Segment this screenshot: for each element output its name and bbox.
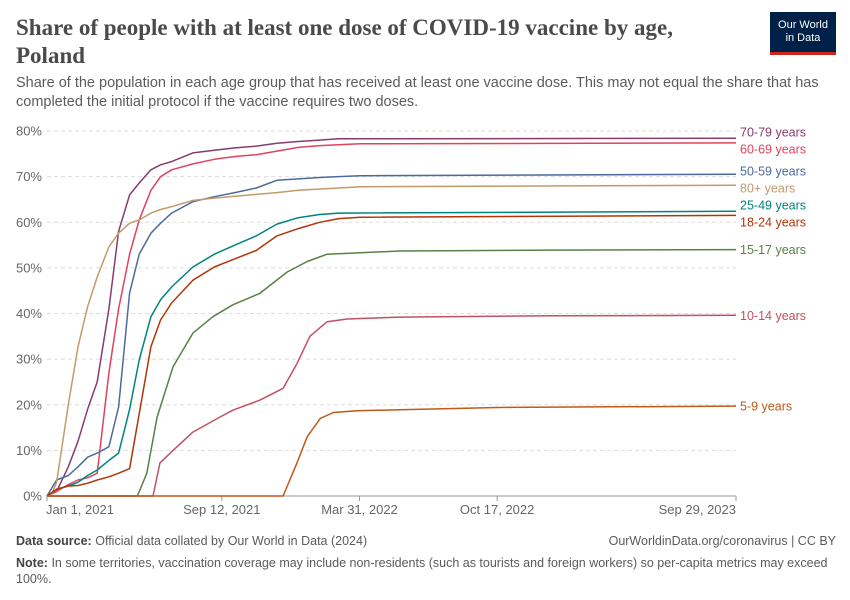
- series-line-10-14-years[interactable]: [47, 314, 737, 497]
- series-line-18-24-years[interactable]: [46, 214, 737, 497]
- x-tick-label: Sep 12, 2021: [183, 502, 260, 517]
- chart-subtitle: Share of the population in each age grou…: [16, 75, 819, 110]
- y-tick-label: 70%: [16, 169, 42, 184]
- x-tick-label: Sep 29, 2023: [659, 502, 736, 517]
- footer: Data source: Official data collated by O…: [16, 533, 836, 587]
- x-tick-label: Oct 17, 2022: [460, 502, 534, 517]
- series-label[interactable]: 50-59 years: [740, 165, 806, 179]
- y-tick-label: 40%: [16, 306, 42, 321]
- logo-line-1: Our World: [778, 19, 828, 31]
- y-tick-label: 20%: [16, 397, 42, 412]
- series-label[interactable]: 10-14 years: [740, 309, 806, 323]
- owid-logo[interactable]: Our World in Data: [770, 12, 836, 55]
- series-label[interactable]: 70-79 years: [740, 126, 806, 140]
- series-labels: 70-79 years 60-69 years 50-59 years 80+ yea…: [740, 126, 806, 414]
- series-line-50-59-years[interactable]: [46, 173, 737, 497]
- y-tick-label: 30%: [16, 352, 42, 367]
- series-line-15-17-years[interactable]: [47, 248, 737, 497]
- x-tick-label: Jan 1, 2021: [46, 502, 114, 517]
- series-label[interactable]: 60-69 years: [740, 143, 806, 157]
- series-label[interactable]: 18-24 years: [740, 216, 806, 230]
- series-label[interactable]: 80+ years: [740, 182, 795, 196]
- chart-note: Note: In some territories, vaccination c…: [16, 556, 828, 586]
- series-label[interactable]: 5-9 years: [740, 400, 792, 414]
- series-lines: [46, 137, 737, 497]
- logo-line-2: in Data: [785, 32, 821, 44]
- gridlines: [47, 130, 736, 451]
- series-line-25-49-years[interactable]: [46, 210, 737, 497]
- chart-title: Share of people with at least one dose o…: [16, 15, 673, 68]
- y-tick-label: 10%: [16, 443, 42, 458]
- series-line-70-79-years[interactable]: [46, 137, 737, 497]
- y-tick-label: 60%: [16, 215, 42, 230]
- series-line-80-years[interactable]: [46, 184, 737, 497]
- series-label[interactable]: 25-49 years: [740, 199, 806, 213]
- series-label[interactable]: 15-17 years: [740, 243, 806, 257]
- y-tick-label: 0%: [23, 489, 42, 504]
- y-axis-ticks: 0% 10% 20% 30% 40% 50% 60% 70% 80%: [16, 124, 42, 504]
- source-url-license[interactable]: OurWorldinData.org/coronavirus | CC BY: [608, 534, 836, 548]
- data-source: Data source: Official data collated by O…: [16, 534, 368, 548]
- x-axis: Jan 1, 2021 Sep 12, 2021 Mar 31, 2022 Oct 1…: [46, 495, 737, 517]
- y-tick-label: 50%: [16, 260, 42, 275]
- y-tick-label: 80%: [16, 124, 42, 139]
- series-line-5-9-years[interactable]: [47, 405, 737, 497]
- x-tick-label: Mar 31, 2022: [321, 502, 398, 517]
